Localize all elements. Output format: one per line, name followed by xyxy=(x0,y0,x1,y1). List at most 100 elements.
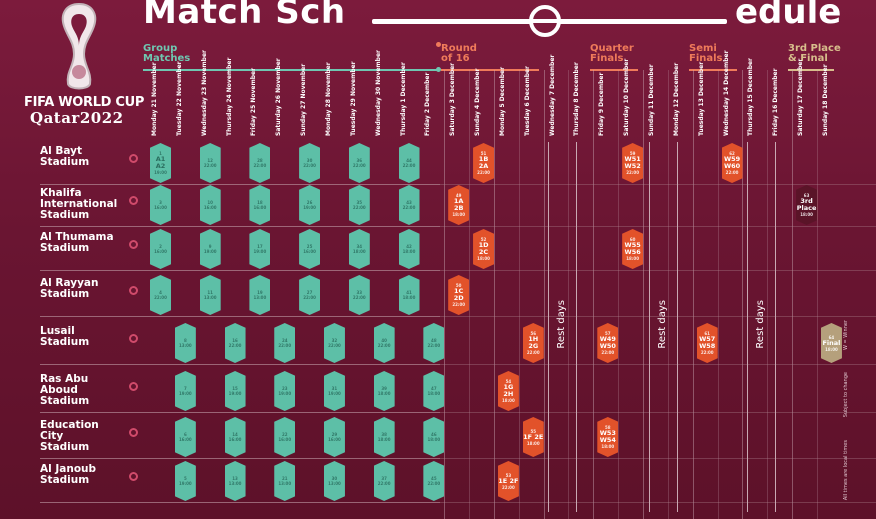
row-divider xyxy=(40,502,440,503)
stage-r16-dot xyxy=(436,42,441,47)
match-badge[interactable]: 55 1F 2E 18:00 xyxy=(522,417,544,457)
match-badge[interactable]: 4 22:00 xyxy=(150,275,171,315)
match-number: 8 xyxy=(183,338,187,343)
match-badge[interactable]: 30 22:00 xyxy=(299,143,321,183)
match-badge[interactable]: 58 W53 W54 18:00 xyxy=(597,417,619,457)
match-badge[interactable]: 5 19:00 xyxy=(174,461,196,501)
page-title-end: edule xyxy=(735,0,842,32)
match-badge[interactable]: 51 1B 2A 22:00 xyxy=(473,143,495,183)
match-badge[interactable]: 21 13:00 xyxy=(274,461,296,501)
match-badge[interactable]: 15 19:00 xyxy=(224,371,246,411)
match-badge[interactable]: 11 13:00 xyxy=(199,275,221,315)
date-label: Tuesday 22 November xyxy=(175,61,183,136)
match-badge[interactable]: 7 19:00 xyxy=(174,371,196,411)
match-badge[interactable]: 56 1H 2G 22:00 xyxy=(522,323,544,363)
rest-days-label-2: Rest days xyxy=(657,300,668,349)
match-number: 30 xyxy=(306,158,313,163)
match-badge[interactable]: 2 16:00 xyxy=(150,229,171,269)
match-badge[interactable]: 64 Final 18:00 xyxy=(820,323,842,363)
match-badge[interactable]: 53 1E 2F 22:00 xyxy=(497,461,519,501)
date-divider xyxy=(444,70,446,519)
match-badge[interactable]: 47 18:00 xyxy=(423,371,445,411)
match-badge[interactable]: 49 1A 2B 18:00 xyxy=(448,185,470,225)
match-badge[interactable]: 14 16:00 xyxy=(224,417,246,457)
match-number: 59 xyxy=(629,151,636,156)
match-badge[interactable]: 31 19:00 xyxy=(323,371,345,411)
stage-sf: Semi Finals xyxy=(689,43,723,64)
match-badge[interactable]: 50 1C 2D 22:00 xyxy=(448,275,470,315)
match-badge[interactable]: 23 19:00 xyxy=(274,371,296,411)
match-number: 18 xyxy=(257,200,263,205)
match-badge[interactable]: 26 19:00 xyxy=(299,185,321,225)
match-badge[interactable]: 36 22:00 xyxy=(348,143,370,183)
match-badge[interactable]: 22 16:00 xyxy=(274,417,296,457)
match-badge[interactable]: 57 W49 W50 22:00 xyxy=(597,323,619,363)
match-badge[interactable]: 34 18:00 xyxy=(348,229,370,269)
match-number: 3 xyxy=(159,200,162,205)
match-badge[interactable]: 18 16:00 xyxy=(249,185,271,225)
stadium-ball-icon xyxy=(129,382,138,391)
match-badge[interactable]: 38 18:00 xyxy=(373,417,395,457)
match-badge[interactable]: 45 22:00 xyxy=(423,461,445,501)
match-badge[interactable]: 29 16:00 xyxy=(323,417,345,457)
stadium-ball-icon xyxy=(129,472,138,481)
match-badge[interactable]: 41 18:00 xyxy=(398,275,420,315)
rest-days-label-1: Rest days xyxy=(556,300,567,349)
match-badge[interactable]: 63 3rd Place 18:00 xyxy=(796,185,818,225)
match-badge[interactable]: 52 1D 2C 18:00 xyxy=(473,229,495,269)
match-time: 22:00 xyxy=(352,295,366,300)
match-number: 19 xyxy=(257,290,263,295)
match-badge[interactable]: 1 A1 A2 19:00 xyxy=(150,143,171,183)
date-label: Wednesday 30 November xyxy=(374,50,382,136)
match-badge[interactable]: 16 22:00 xyxy=(224,323,246,363)
date-divider xyxy=(742,70,744,519)
match-badge[interactable]: 59 W51 W52 22:00 xyxy=(622,143,644,183)
match-badge[interactable]: 40 22:00 xyxy=(373,323,395,363)
match-pair: 1E 2F xyxy=(498,476,519,485)
match-time: 22:00 xyxy=(352,205,366,210)
match-badge[interactable]: 10 16:00 xyxy=(199,185,221,225)
match-badge[interactable]: 6 16:00 xyxy=(174,417,196,457)
match-badge[interactable]: 12 22:00 xyxy=(199,143,221,183)
date-label: Tuesday 6 December xyxy=(523,65,531,136)
match-number: 54 xyxy=(505,379,512,384)
match-time: 22:00 xyxy=(402,163,416,168)
match-badge[interactable]: 37 22:00 xyxy=(373,461,395,501)
match-badge[interactable]: 61 W57 W58 22:00 xyxy=(696,323,718,363)
match-badge[interactable]: 9 19:00 xyxy=(199,229,221,269)
date-label: Thursday 8 December xyxy=(573,62,581,136)
match-badge[interactable]: 62 W59 W60 22:00 xyxy=(721,143,743,183)
match-number: 57 xyxy=(605,331,611,336)
match-badge[interactable]: 27 22:00 xyxy=(299,275,321,315)
match-badge[interactable]: 30 13:00 xyxy=(323,461,345,501)
match-badge[interactable]: 3 16:00 xyxy=(150,185,171,225)
match-badge[interactable]: 48 22:00 xyxy=(423,323,445,363)
match-time: 18:00 xyxy=(825,346,838,352)
match-number: 50 xyxy=(455,283,462,288)
match-badge[interactable]: 39 18:00 xyxy=(373,371,395,411)
match-badge[interactable]: 17 19:00 xyxy=(249,229,271,269)
match-badge[interactable]: 19 13:00 xyxy=(249,275,271,315)
date-label: Monday 12 December xyxy=(672,62,680,136)
match-badge[interactable]: 43 22:00 xyxy=(398,185,420,225)
match-badge[interactable]: 25 16:00 xyxy=(299,229,321,269)
match-badge[interactable]: 60 W55 W56 18:00 xyxy=(622,229,644,269)
match-badge[interactable]: 8 13:00 xyxy=(174,323,196,363)
match-badge[interactable]: 44 22:00 xyxy=(398,143,420,183)
match-badge[interactable]: 33 22:00 xyxy=(348,275,370,315)
match-badge[interactable]: 35 22:00 xyxy=(348,185,370,225)
match-badge[interactable]: 24 22:00 xyxy=(274,323,296,363)
match-badge[interactable]: 13 13:00 xyxy=(224,461,246,501)
match-badge[interactable]: 46 18:00 xyxy=(423,417,445,457)
stadium-name: Al Bayt Stadium xyxy=(40,145,90,168)
match-badge[interactable]: 28 22:00 xyxy=(249,143,271,183)
match-time: 19:00 xyxy=(154,170,167,175)
match-badge[interactable]: 32 22:00 xyxy=(323,323,345,363)
stadium-name: Lusail Stadium xyxy=(40,325,90,348)
stage-final: 3rd Place & Final xyxy=(788,43,841,64)
match-pair: W51 W52 xyxy=(624,155,641,170)
match-time: 22:00 xyxy=(725,170,739,175)
brand-line2: Qatar2022 xyxy=(30,109,124,127)
match-badge[interactable]: 42 18:00 xyxy=(398,229,420,269)
match-badge[interactable]: 54 1G 2H 18:00 xyxy=(497,371,519,411)
